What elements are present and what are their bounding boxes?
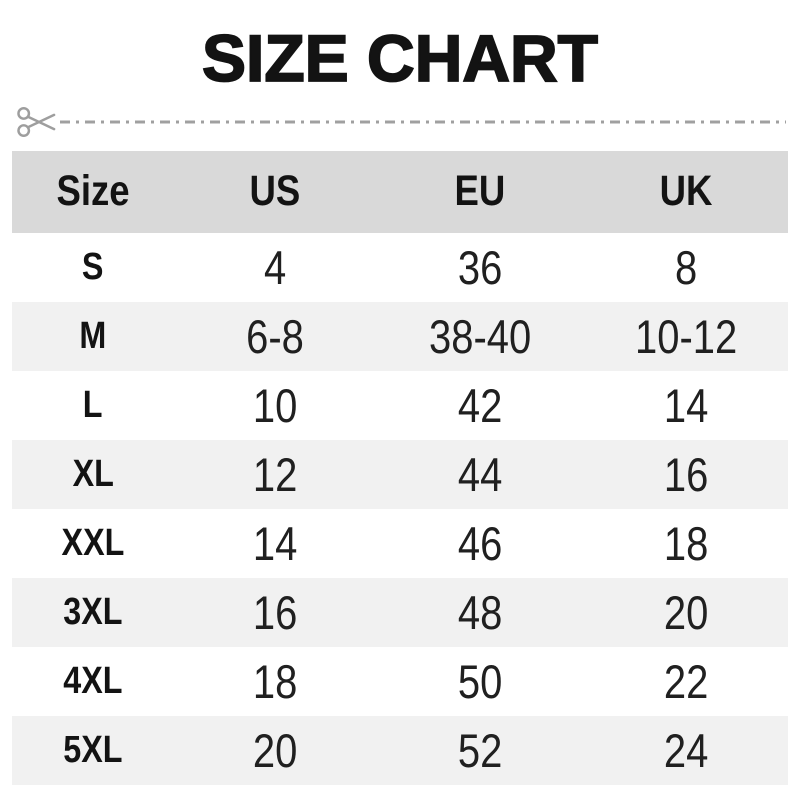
dash-dot-line [60,120,786,124]
cut-line [16,101,786,143]
eu-value: 38-40 [428,309,531,363]
uk-value: 22 [663,654,709,708]
header-cell-eu: EU [376,151,584,233]
eu-value: 48 [457,585,503,639]
table-row-4xl: 4XL 18 50 22 [12,646,788,716]
size-label: 5XL [63,728,123,771]
us-value: 10 [252,378,298,432]
size-label: S [82,245,104,288]
us-value: 18 [252,654,298,708]
size-label: 3XL [63,590,123,633]
table-row-l: L 10 42 14 [12,370,788,440]
us-value: 12 [252,447,298,501]
eu-value: 52 [457,723,503,777]
us-value: 14 [252,516,298,570]
us-value: 16 [252,585,298,639]
column-header-size: Size [56,167,130,216]
header-cell-size: Size [12,151,174,233]
uk-value: 8 [674,240,698,294]
table-row-m: M 6-8 38-40 10-12 [12,301,788,371]
size-label: 4XL [63,659,123,702]
size-table: Size US EU UK S 4 36 8 M 6-8 38-40 [12,150,788,785]
eu-value: 46 [457,516,503,570]
uk-value: 24 [663,723,709,777]
table-row-xxl: XXL 14 46 18 [12,508,788,578]
size-label: XXL [61,521,125,564]
table-row-s: S 4 36 8 [12,232,788,302]
column-header-eu: EU [454,167,506,216]
header-cell-uk: UK [584,151,788,233]
page-title: SIZE CHART [201,21,599,95]
scissors-icon [17,106,56,137]
eu-value: 42 [457,378,503,432]
table-row-5xl: 5XL 20 52 24 [12,715,788,785]
column-header-uk: UK [659,167,713,216]
header-cell-us: US [174,151,376,233]
eu-value: 50 [457,654,503,708]
uk-value: 20 [663,585,709,639]
size-label: XL [72,452,114,495]
uk-value: 16 [663,447,709,501]
uk-value: 14 [663,378,709,432]
eu-value: 36 [457,240,503,294]
us-value: 20 [252,723,298,777]
column-header-us: US [249,167,301,216]
table-header-row: Size US EU UK [12,150,788,233]
eu-value: 44 [457,447,503,501]
size-label: L [83,383,103,426]
uk-value: 18 [663,516,709,570]
table-body: S 4 36 8 M 6-8 38-40 10-12 L 10 42 14 XL… [12,232,788,785]
us-value: 6-8 [246,309,304,363]
size-chart-page: SIZE CHART Size US EU UK [0,21,800,800]
table-row-xl: XL 12 44 16 [12,439,788,509]
uk-value: 10-12 [634,309,737,363]
us-value: 4 [263,240,287,294]
size-label: M [79,314,107,357]
table-row-3xl: 3XL 16 48 20 [12,577,788,647]
